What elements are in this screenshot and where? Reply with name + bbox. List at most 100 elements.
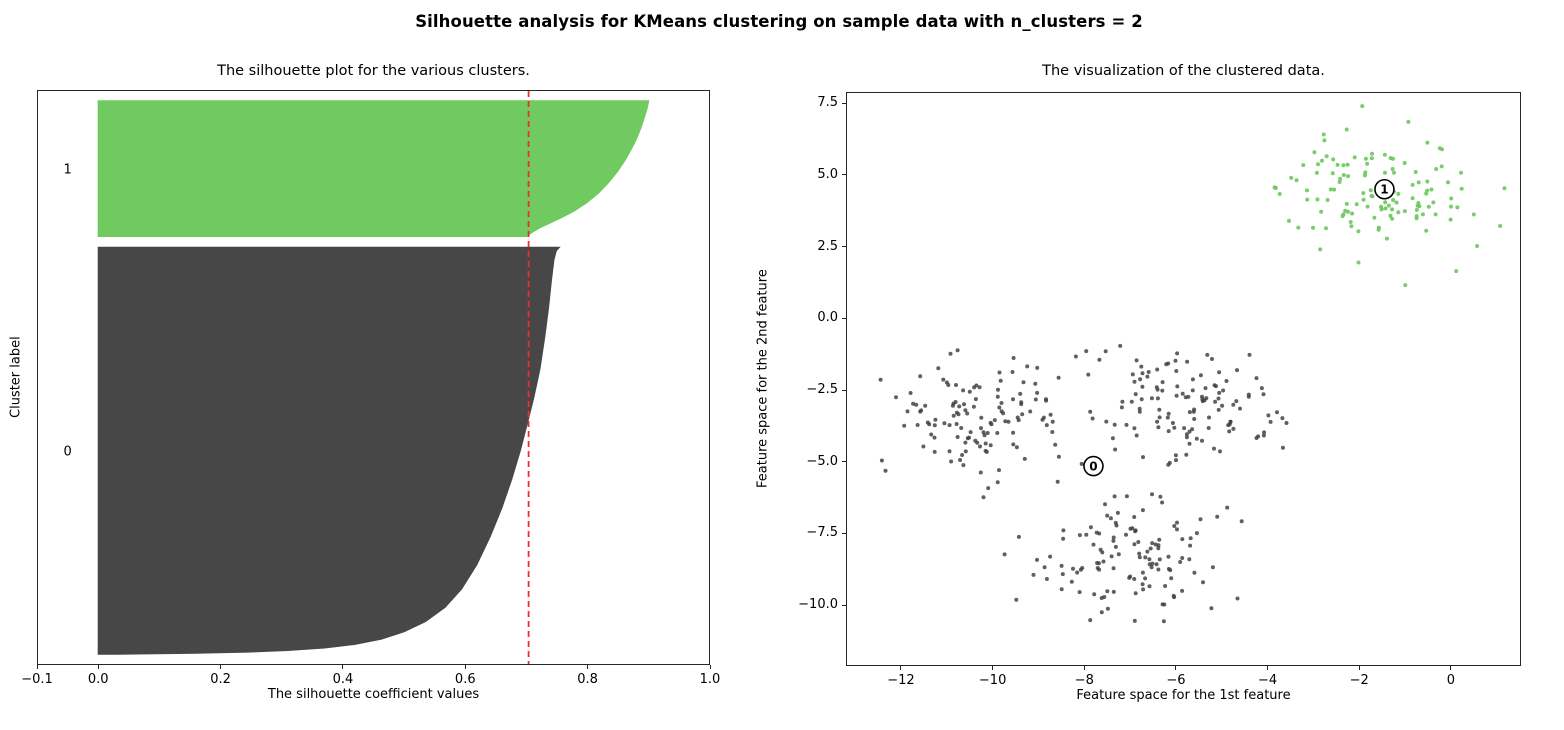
scatter-point-cluster-1 — [1277, 192, 1282, 196]
scatter-point-cluster-0 — [1207, 415, 1211, 420]
scatter-point-cluster-1 — [1406, 119, 1411, 124]
scatter-point-cluster-1 — [1414, 207, 1419, 212]
scatter-point-cluster-1 — [1379, 204, 1383, 209]
x-tick-label: 0.8 — [577, 672, 598, 687]
scatter-point-cluster-1 — [1360, 104, 1365, 109]
scatter-point-cluster-1 — [1350, 211, 1355, 216]
scatter-point-cluster-0 — [946, 383, 951, 387]
scatter-point-cluster-0 — [1156, 546, 1161, 551]
scatter-point-cluster-0 — [1015, 415, 1020, 420]
scatter-point-cluster-0 — [979, 426, 983, 431]
scatter-point-cluster-0 — [1262, 430, 1267, 435]
scatter-point-cluster-0 — [929, 432, 934, 437]
scatter-point-cluster-1 — [1340, 214, 1345, 219]
scatter-point-cluster-0 — [981, 430, 986, 435]
scatter-point-cluster-0 — [1140, 508, 1145, 513]
scatter-point-cluster-0 — [1133, 529, 1138, 534]
scatter-point-cluster-0 — [995, 394, 1000, 399]
scatter-point-cluster-1 — [1402, 161, 1407, 165]
scatter-point-cluster-1 — [1440, 147, 1444, 152]
scatter-point-cluster-0 — [1150, 492, 1154, 497]
x-tick-mark — [36, 665, 38, 669]
scatter-point-cluster-0 — [1011, 430, 1016, 435]
scatter-point-cluster-0 — [1002, 552, 1007, 557]
scatter-point-cluster-0 — [967, 435, 971, 440]
scatter-point-cluster-0 — [1160, 380, 1165, 385]
scatter-point-cluster-1 — [1272, 185, 1277, 190]
scatter-point-cluster-1 — [1425, 179, 1430, 184]
scatter-point-cluster-0 — [1105, 589, 1110, 594]
scatter-point-cluster-1 — [1383, 206, 1388, 211]
scatter-point-cluster-0 — [1124, 494, 1129, 499]
scatter-point-cluster-0 — [1148, 546, 1153, 551]
scatter-point-cluster-0 — [932, 449, 937, 454]
scatter-point-cluster-1 — [1346, 174, 1350, 179]
scatter-point-cluster-0 — [925, 420, 930, 425]
scatter-point-cluster-1 — [1386, 203, 1391, 208]
scatter-point-cluster-1 — [1354, 202, 1359, 207]
scatter-point-cluster-0 — [1124, 422, 1129, 427]
scatter-point-cluster-0 — [1080, 566, 1085, 570]
scatter-point-cluster-0 — [1035, 365, 1040, 370]
scatter-point-cluster-0 — [1105, 513, 1110, 518]
scatter-point-cluster-0 — [1226, 423, 1231, 428]
scatter-point-cluster-0 — [1028, 409, 1033, 414]
x-tick-mark — [1175, 666, 1177, 670]
x-tick-label: 0.0 — [87, 672, 109, 687]
scatter-point-cluster-0 — [957, 404, 962, 409]
scatter-point-cluster-0 — [1166, 567, 1171, 571]
scatter-point-cluster-1 — [1361, 197, 1366, 202]
scatter-point-cluster-0 — [1182, 426, 1187, 431]
x-tick-mark — [1358, 666, 1360, 670]
scatter-point-cluster-0 — [1118, 343, 1123, 348]
scatter-point-cluster-0 — [1112, 494, 1117, 499]
y-tick-label: 0.0 — [817, 310, 838, 326]
scatter-point-cluster-1 — [1471, 212, 1476, 217]
scatter-point-cluster-1 — [1433, 212, 1438, 217]
scatter-point-cluster-0 — [947, 423, 952, 428]
scatter-point-cluster-1 — [1345, 162, 1350, 167]
scatter-point-cluster-0 — [1010, 370, 1015, 374]
silhouette-plot-title: The silhouette plot for the various clus… — [217, 63, 530, 79]
scatter-point-cluster-0 — [1095, 566, 1100, 570]
scatter-point-cluster-0 — [1077, 590, 1082, 595]
scatter-point-cluster-1 — [1390, 167, 1395, 171]
scatter-point-cluster-0 — [1033, 381, 1038, 386]
scatter-point-cluster-0 — [1190, 427, 1195, 432]
scatter-point-cluster-0 — [1200, 438, 1204, 443]
scatter-point-cluster-1 — [1449, 196, 1454, 201]
plot-frame — [846, 92, 1521, 666]
scatter-point-cluster-0 — [1127, 575, 1132, 580]
scatter-point-cluster-0 — [1173, 358, 1178, 363]
scatter-point-cluster-0 — [949, 459, 954, 464]
scatter-point-cluster-0 — [1180, 537, 1185, 542]
scatter-point-cluster-0 — [1132, 515, 1137, 519]
scatter-point-cluster-0 — [996, 387, 1000, 392]
scatter-point-cluster-0 — [978, 444, 982, 449]
scatter-point-cluster-1 — [1384, 236, 1389, 241]
scatter-point-cluster-0 — [1161, 619, 1166, 624]
scatter-point-cluster-0 — [1209, 606, 1214, 611]
scatter-point-cluster-1 — [1314, 170, 1319, 175]
scatter-point-cluster-0 — [1044, 423, 1049, 428]
scatter-point-cluster-0 — [1113, 447, 1118, 452]
scatter-point-cluster-1 — [1356, 260, 1361, 265]
scatter-point-cluster-0 — [894, 395, 898, 400]
scatter-point-cluster-1 — [1434, 167, 1439, 171]
scatter-point-cluster-0 — [1101, 559, 1106, 564]
scatter-point-cluster-0 — [974, 383, 979, 388]
scatter-point-cluster-0 — [1097, 357, 1102, 362]
scatter-point-cluster-0 — [1071, 566, 1075, 571]
x-tick-mark — [342, 665, 344, 669]
scatter-point-cluster-0 — [954, 383, 958, 387]
scatter-point-cluster-0 — [1155, 367, 1160, 372]
scatter-point-cluster-0 — [981, 495, 986, 500]
scatter-point-cluster-0 — [1130, 372, 1135, 377]
scatter-point-cluster-0 — [1149, 565, 1154, 570]
cluster-center-marker-0 — [1083, 455, 1104, 477]
x-tick-label: −8 — [1074, 673, 1094, 688]
scatter-point-cluster-1 — [1396, 210, 1401, 215]
